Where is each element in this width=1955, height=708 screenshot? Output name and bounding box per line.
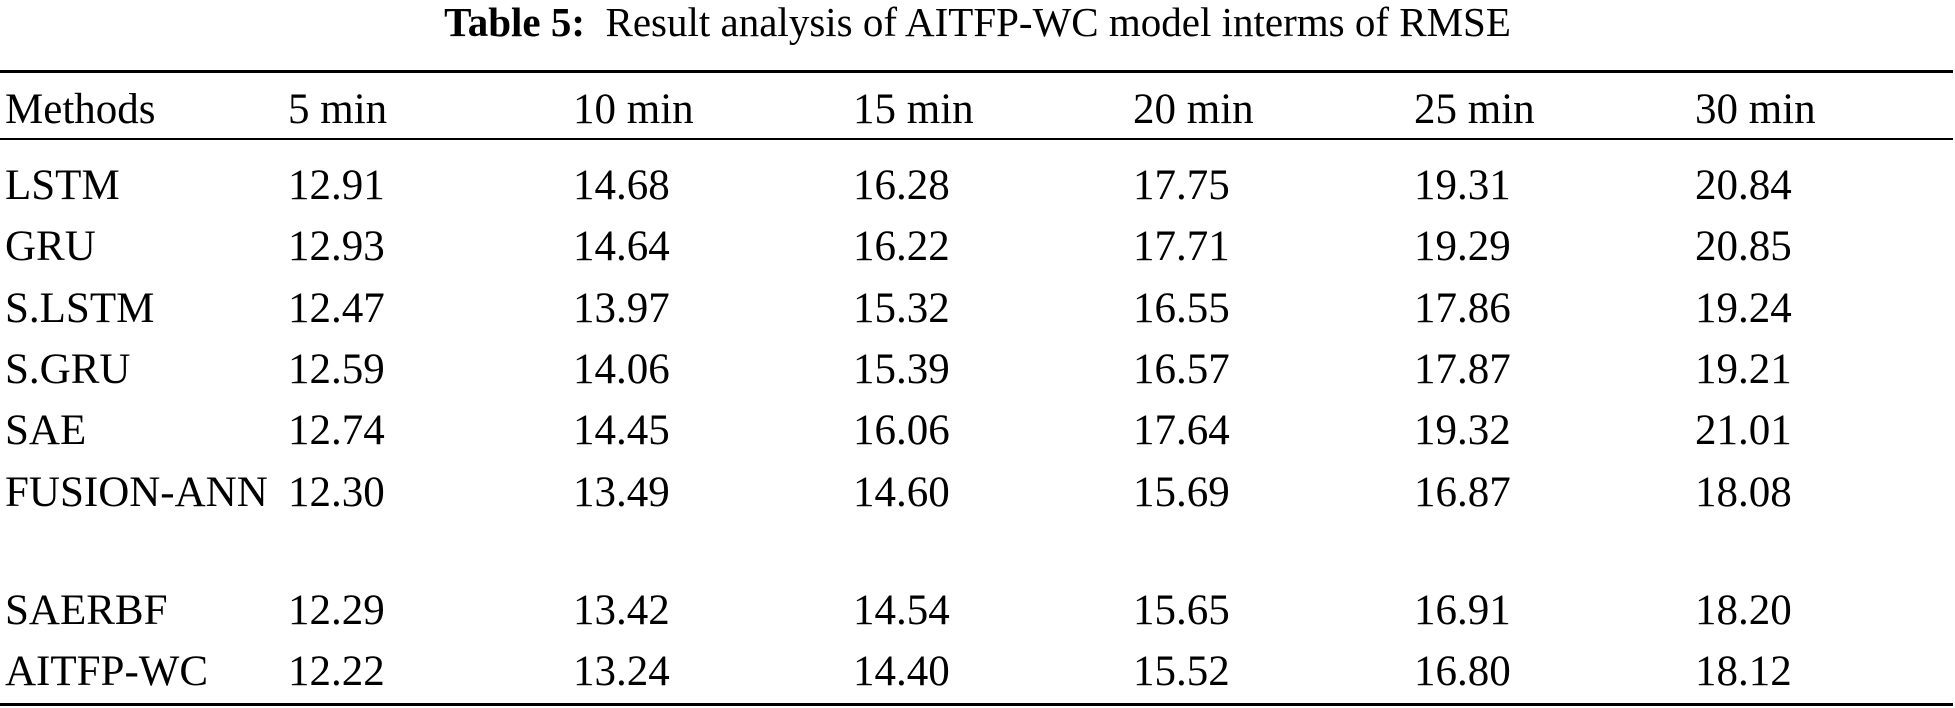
table-cell: 15.32 bbox=[853, 285, 950, 332]
table-cell: 12.59 bbox=[288, 346, 385, 393]
table-cell: 12.30 bbox=[288, 469, 385, 516]
row-method: GRU bbox=[5, 223, 96, 270]
header-20-min: 20 min bbox=[1133, 86, 1254, 133]
table-cell: 12.93 bbox=[288, 223, 385, 270]
table-cell: 14.68 bbox=[573, 162, 670, 209]
table-cell: 12.29 bbox=[288, 587, 385, 634]
table-cell: 16.57 bbox=[1133, 346, 1230, 393]
table-cell: 16.80 bbox=[1414, 648, 1511, 695]
table-cell: 19.29 bbox=[1414, 223, 1511, 270]
row-method: FUSION-ANN bbox=[5, 469, 268, 516]
table-cell: 12.91 bbox=[288, 162, 385, 209]
table-cell: 15.52 bbox=[1133, 648, 1230, 695]
table-header-rule bbox=[0, 138, 1953, 140]
header-methods: Methods bbox=[5, 86, 156, 133]
table-caption-label: Table 5: bbox=[444, 0, 585, 45]
table-cell: 14.45 bbox=[573, 407, 670, 454]
table-cell: 21.01 bbox=[1695, 407, 1792, 454]
table-cell: 17.64 bbox=[1133, 407, 1230, 454]
table-cell: 18.20 bbox=[1695, 587, 1792, 634]
table-cell: 15.69 bbox=[1133, 469, 1230, 516]
table-cell: 18.12 bbox=[1695, 648, 1792, 695]
header-15-min: 15 min bbox=[853, 86, 974, 133]
table-cell: 18.08 bbox=[1695, 469, 1792, 516]
header-5-min: 5 min bbox=[288, 86, 388, 133]
table-top-rule bbox=[0, 70, 1953, 73]
table-cell: 17.71 bbox=[1133, 223, 1230, 270]
table-cell: 15.65 bbox=[1133, 587, 1230, 634]
table-cell: 12.47 bbox=[288, 285, 385, 332]
table-caption: Table 5: Result analysis of AITFP-WC mod… bbox=[0, 0, 1955, 44]
table-cell: 19.24 bbox=[1695, 285, 1792, 332]
table-cell: 14.64 bbox=[573, 223, 670, 270]
table-cell: 17.86 bbox=[1414, 285, 1511, 332]
table-cell: 17.87 bbox=[1414, 346, 1511, 393]
table-cell: 20.85 bbox=[1695, 223, 1792, 270]
table-cell: 14.54 bbox=[853, 587, 950, 634]
table-cell: 17.75 bbox=[1133, 162, 1230, 209]
table-cell: 15.39 bbox=[853, 346, 950, 393]
table-cell: 14.06 bbox=[573, 346, 670, 393]
header-10-min: 10 min bbox=[573, 86, 694, 133]
table-cell: 16.06 bbox=[853, 407, 950, 454]
table-caption-text: Result analysis of AITFP-WC model interm… bbox=[605, 0, 1511, 45]
table-cell: 16.91 bbox=[1414, 587, 1511, 634]
table-cell: 19.31 bbox=[1414, 162, 1511, 209]
row-method: S.LSTM bbox=[5, 285, 155, 332]
row-method: SAERBF bbox=[5, 587, 168, 634]
table-cell: 19.32 bbox=[1414, 407, 1511, 454]
table-cell: 16.87 bbox=[1414, 469, 1511, 516]
row-method: AITFP-WC bbox=[5, 648, 209, 695]
header-25-min: 25 min bbox=[1414, 86, 1535, 133]
table-bottom-rule bbox=[0, 703, 1953, 706]
table-cell: 20.84 bbox=[1695, 162, 1792, 209]
header-30-min: 30 min bbox=[1695, 86, 1816, 133]
table-cell: 16.28 bbox=[853, 162, 950, 209]
table-cell: 13.24 bbox=[573, 648, 670, 695]
table-cell: 12.74 bbox=[288, 407, 385, 454]
table-cell: 16.55 bbox=[1133, 285, 1230, 332]
table-cell: 14.40 bbox=[853, 648, 950, 695]
table-cell: 16.22 bbox=[853, 223, 950, 270]
table-cell: 13.49 bbox=[573, 469, 670, 516]
row-method: LSTM bbox=[5, 162, 120, 209]
table-cell: 19.21 bbox=[1695, 346, 1792, 393]
table-cell: 12.22 bbox=[288, 648, 385, 695]
table-cell: 13.42 bbox=[573, 587, 670, 634]
row-method: SAE bbox=[5, 407, 87, 454]
table-cell: 13.97 bbox=[573, 285, 670, 332]
table-cell: 14.60 bbox=[853, 469, 950, 516]
row-method: S.GRU bbox=[5, 346, 131, 393]
